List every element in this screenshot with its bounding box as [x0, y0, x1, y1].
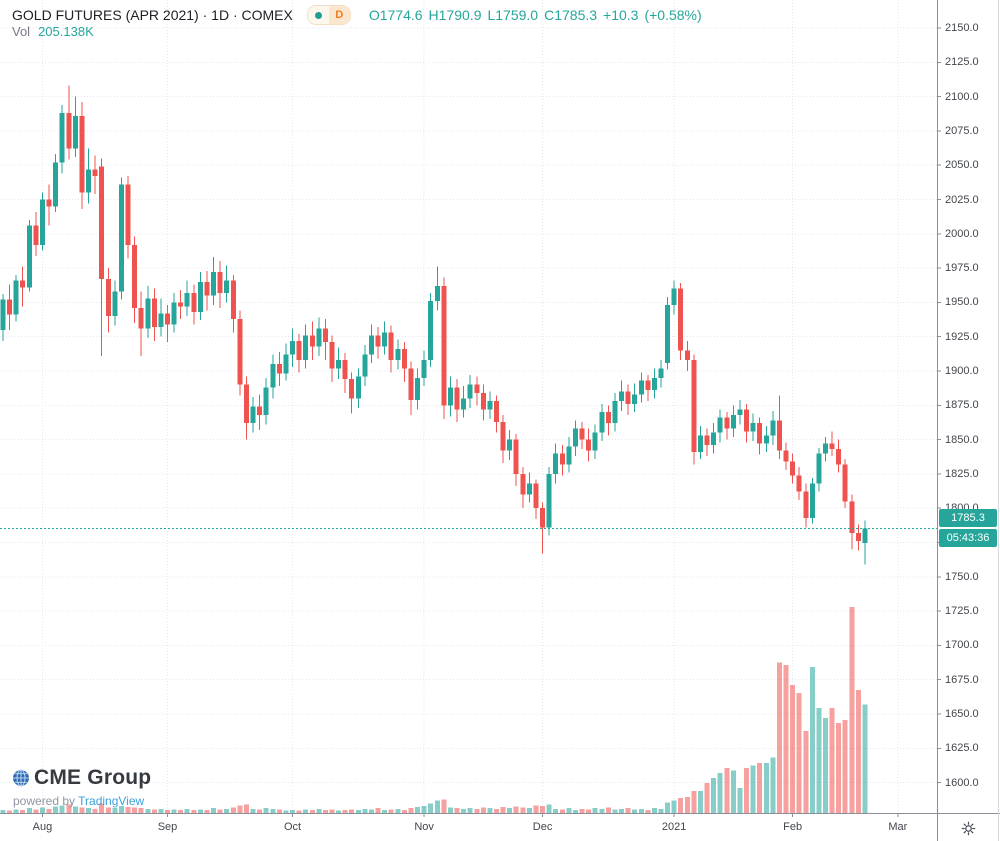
interval-status-badge: D: [306, 5, 351, 25]
price-tick-label: 1975.0: [945, 262, 979, 275]
price-tick-label: 1875.0: [945, 399, 979, 412]
price-tick-label: 1600.0: [945, 776, 979, 789]
price-tick-label: 1925.0: [945, 330, 979, 343]
time-axis[interactable]: Aug Sep Oct Nov Dec 2021 Feb Mar: [0, 813, 937, 841]
time-tick-label: Feb: [783, 821, 803, 833]
price-tick-label: 1725.0: [945, 605, 979, 618]
ohlc-high: H1790.9: [428, 7, 482, 23]
time-tick-label: Aug: [32, 821, 53, 833]
gear-icon: [961, 821, 975, 835]
price-tick-label: 1950.0: [945, 296, 979, 309]
volume-label: Vol: [12, 24, 31, 39]
price-tick-label: 2025.0: [945, 193, 979, 206]
time-tick-label: Oct: [283, 821, 302, 833]
price-tick-label: 1625.0: [945, 742, 979, 755]
price-axis[interactable]: 2150.0 2125.0 2100.0 2075.0 2050.0 2025.0 2000…: [937, 0, 1000, 813]
tradingview-link[interactable]: TradingView: [78, 794, 145, 808]
price-tick-label: 2150.0: [945, 22, 979, 34]
price-tick-label: 2125.0: [945, 56, 979, 69]
price-tick-label: 1850.0: [945, 433, 979, 446]
powered-by: powered by TradingView: [13, 794, 144, 808]
bar-countdown-badge: 05:43:36: [939, 528, 997, 547]
cme-logo-text: CME Group: [34, 766, 152, 789]
symbol-title[interactable]: GOLD FUTURES (APR 2021) · 1D · COMEX: [12, 7, 293, 23]
ohlc-open: O1774.6: [368, 7, 423, 23]
ohlc-low: L1759.0: [487, 7, 539, 23]
price-tick-label: 1900.0: [945, 365, 979, 377]
price-tick-label: 2075.0: [945, 124, 979, 137]
powered-by-label: powered by: [13, 794, 79, 808]
globe-icon: [13, 769, 29, 787]
market-status-dot-wrap: [307, 6, 329, 24]
price-tick-label: 2050.0: [945, 159, 979, 172]
price-tick-label: 1650.0: [945, 708, 979, 720]
price-tick-label: 2000.0: [945, 227, 979, 240]
ohlc-change-pct: (+0.58%): [644, 7, 702, 23]
ohlc-close: C1785.3: [544, 7, 598, 23]
time-tick-label: Mar: [888, 821, 908, 833]
volume-value: 205.138K: [38, 24, 94, 39]
time-tick-label: Nov: [414, 821, 434, 833]
time-tick-label: Dec: [532, 821, 553, 833]
time-tick-label: 2021: [661, 821, 687, 833]
time-axis-settings-button[interactable]: [953, 819, 983, 837]
price-tick-label: 1750.0: [945, 570, 979, 583]
ohlc-change: +10.3: [603, 7, 639, 23]
volume-legend: Vol 205.138K: [12, 24, 94, 39]
price-tick-label: 1825.0: [945, 467, 979, 480]
legend: GOLD FUTURES (APR 2021) · 1D · COMEX D O…: [12, 5, 708, 25]
price-tick-label: 1700.0: [945, 639, 979, 652]
last-price-badge: 1785.3: [939, 509, 997, 528]
market-status-dot-icon: [314, 11, 322, 19]
cme-group-logo: CME Group: [12, 766, 151, 790]
time-tick-label: Sep: [157, 821, 178, 833]
price-tick-label: 1675.0: [945, 673, 979, 686]
price-tick-label: 2100.0: [945, 90, 979, 103]
interval-badge-label: D: [328, 6, 350, 24]
ohlc-values: O1774.6 H1790.9 L1759.0 C1785.3 +10.3 (+0.58%…: [369, 7, 708, 23]
